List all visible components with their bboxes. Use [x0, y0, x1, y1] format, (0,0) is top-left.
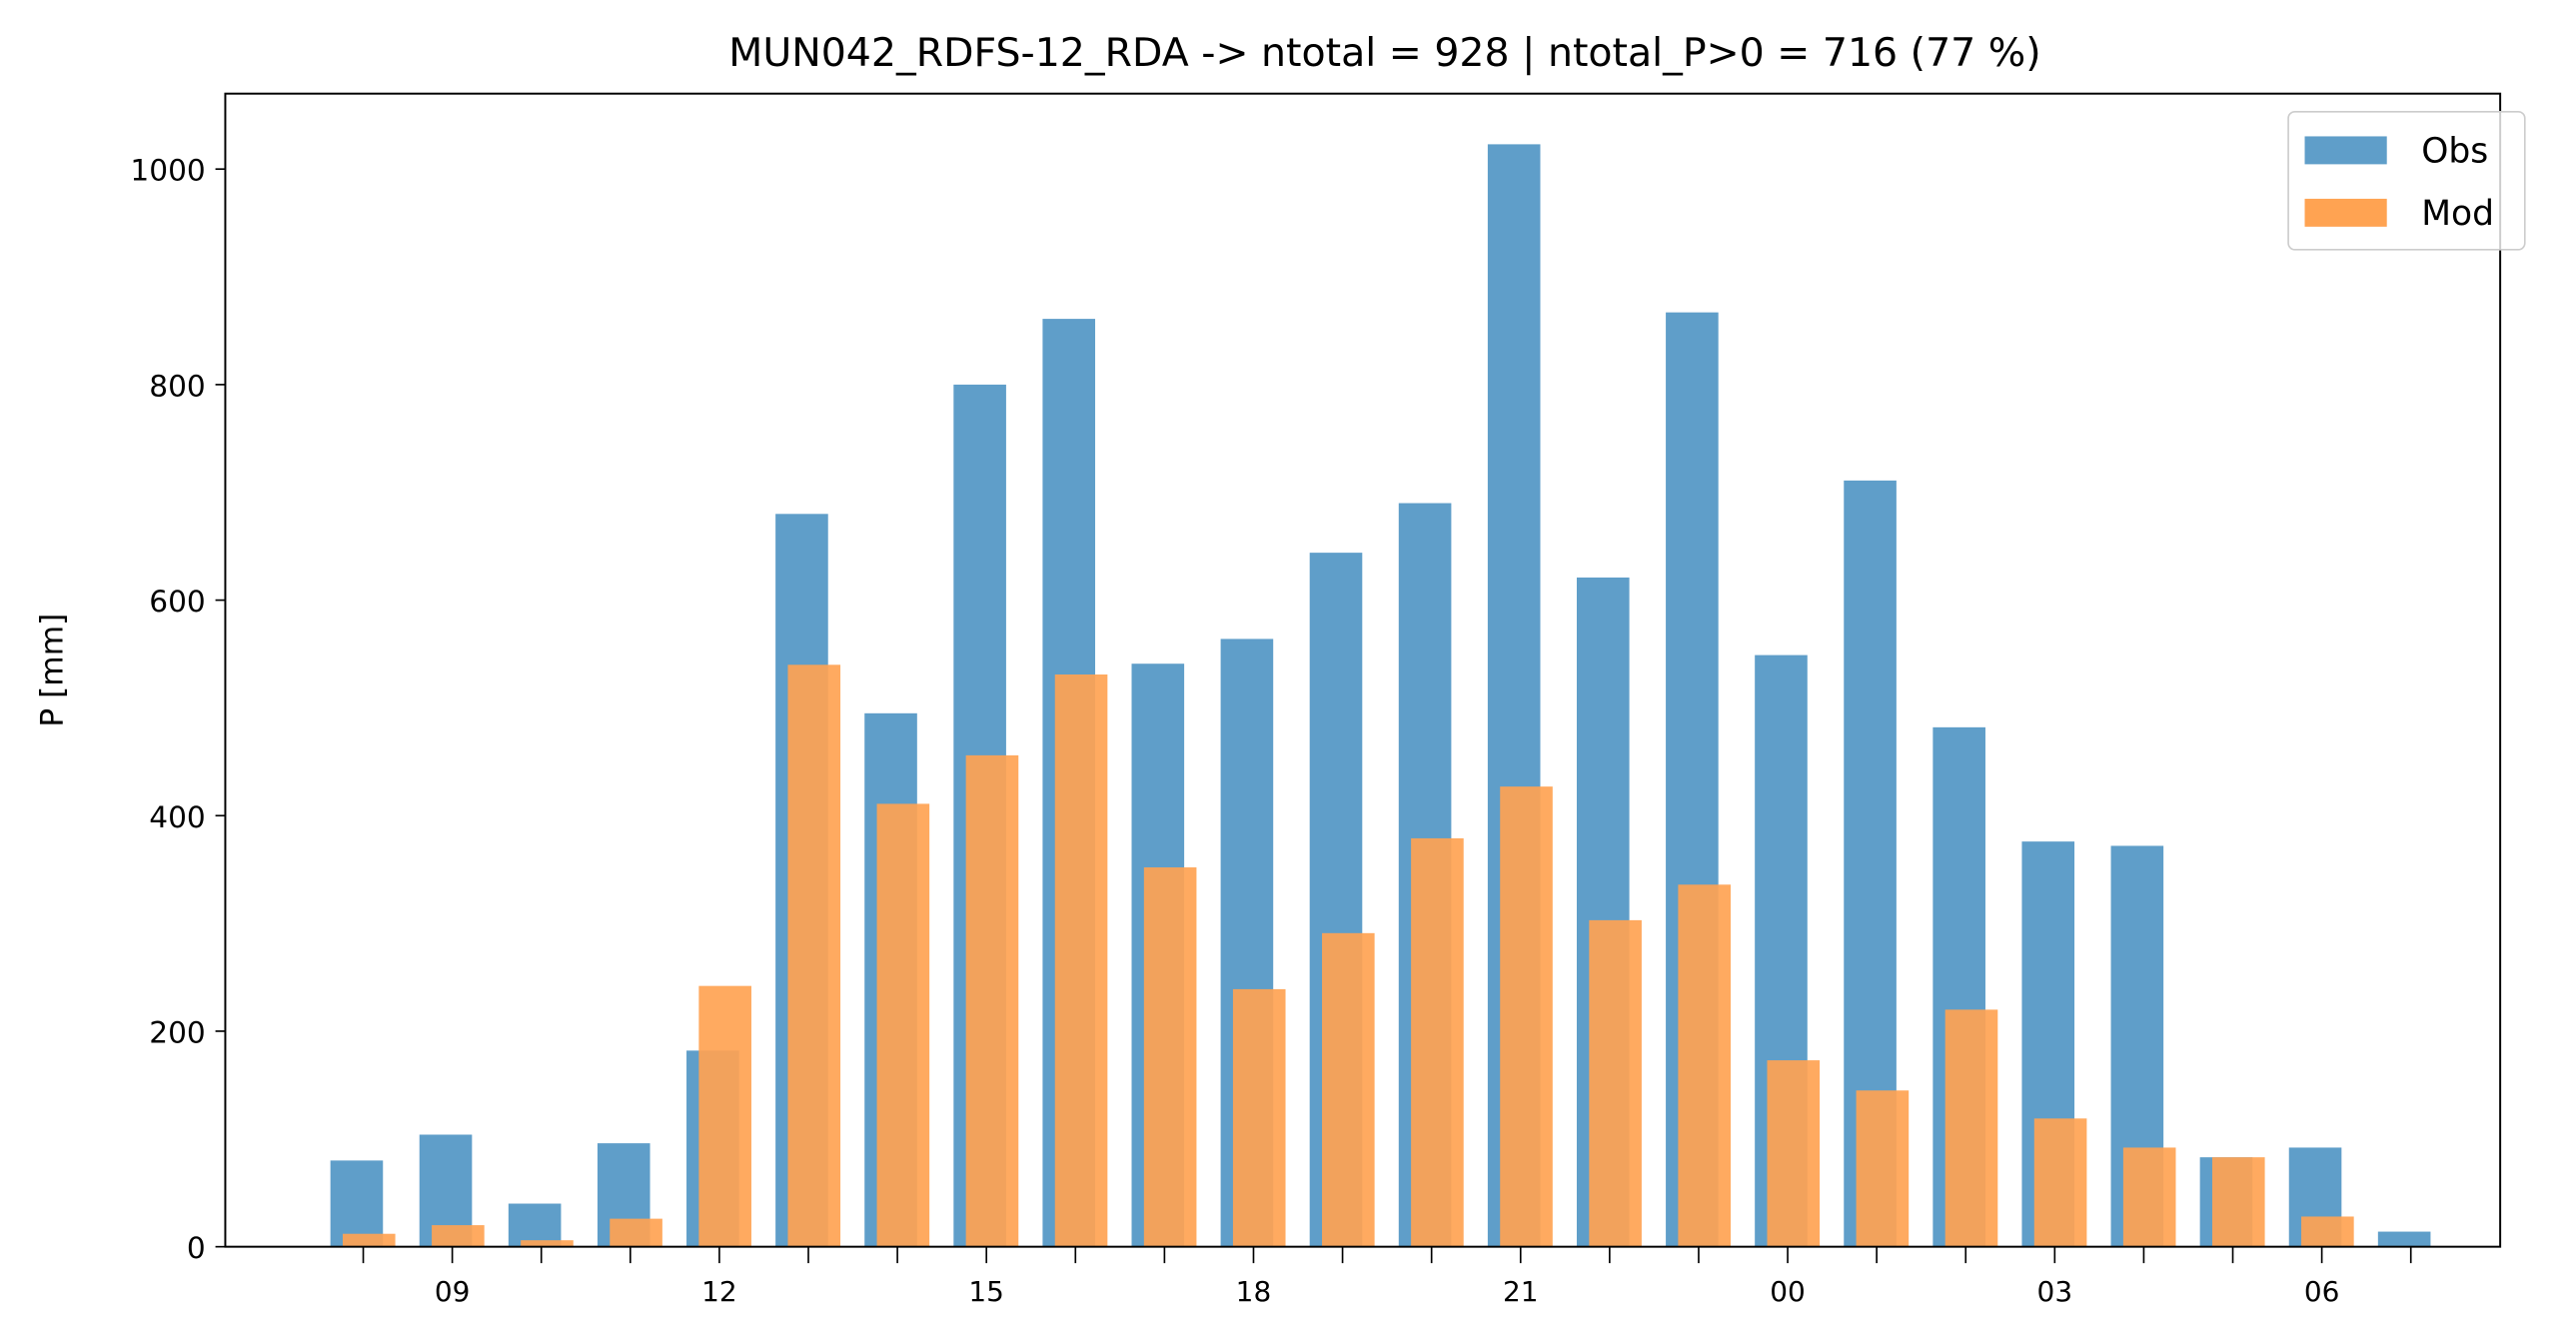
bar-mod-22: [1589, 919, 1642, 1247]
bar-mod-14: [876, 803, 930, 1247]
bar-mod-15: [965, 754, 1019, 1247]
x-tick-label: 06: [2304, 1275, 2340, 1308]
bar-mod-01: [1856, 1090, 1910, 1247]
x-tick-label: 09: [435, 1275, 471, 1308]
bar-mod-20: [1411, 837, 1464, 1247]
bar-mod-13: [787, 665, 841, 1247]
bar-mod-04: [2122, 1147, 2176, 1247]
y-tick-label: 400: [149, 800, 205, 834]
x-tick-label: 15: [968, 1275, 1004, 1308]
y-tick-label: 0: [187, 1231, 206, 1265]
legend: Obs Mod: [2287, 110, 2526, 251]
bar-mod-11: [610, 1218, 662, 1247]
bar-mod-03: [2033, 1118, 2087, 1247]
x-axis: 09 12 15 18 21 00 03 06: [362, 1246, 2412, 1308]
legend-label-mod: Mod: [2421, 194, 2494, 234]
bar-mod-23: [1678, 884, 1732, 1247]
bar-mod-05: [2211, 1157, 2265, 1247]
bar-mod-00: [1767, 1060, 1821, 1247]
bar-mod-06: [2301, 1216, 2354, 1247]
x-tick-label: 03: [2037, 1275, 2073, 1308]
x-tick-label: 21: [1503, 1275, 1539, 1308]
y-axis-label: P [mm]: [35, 614, 71, 727]
bar-mod-02: [1944, 1009, 1998, 1247]
bars-group: [330, 144, 2431, 1247]
plot-frame: [224, 92, 2502, 1248]
bar-mod-10: [521, 1240, 574, 1247]
y-tick-label: 1000: [130, 154, 205, 188]
bar-mod-12: [698, 985, 751, 1247]
bar-mod-16: [1054, 673, 1108, 1247]
bar-mod-18: [1232, 988, 1286, 1247]
bar-obs-07: [2377, 1231, 2431, 1247]
legend-label-obs: Obs: [2421, 132, 2488, 172]
y-tick-label: 800: [149, 369, 205, 403]
y-tick-label: 200: [149, 1015, 205, 1049]
y-axis: 0 200 400 600 800 1000: [130, 154, 226, 1265]
bar-mod-19: [1322, 932, 1375, 1247]
chart-title: MUN042_RDFS-12_RDA -> ntotal = 928 | nto…: [728, 30, 2040, 76]
y-tick-label: 600: [149, 585, 205, 619]
legend-swatch-mod: [2304, 198, 2387, 227]
bar-mod-09: [432, 1225, 485, 1247]
x-tick-label: 12: [701, 1275, 737, 1308]
bar-obs-08: [330, 1160, 384, 1247]
legend-swatch-obs: [2304, 136, 2387, 165]
bar-mod-17: [1143, 867, 1197, 1247]
x-tick-label: 00: [1770, 1275, 1806, 1308]
bar-mod-21: [1500, 786, 1553, 1247]
bar-mod-08: [342, 1233, 396, 1247]
bar-obs-10: [508, 1203, 562, 1247]
x-tick-label: 18: [1236, 1275, 1272, 1308]
